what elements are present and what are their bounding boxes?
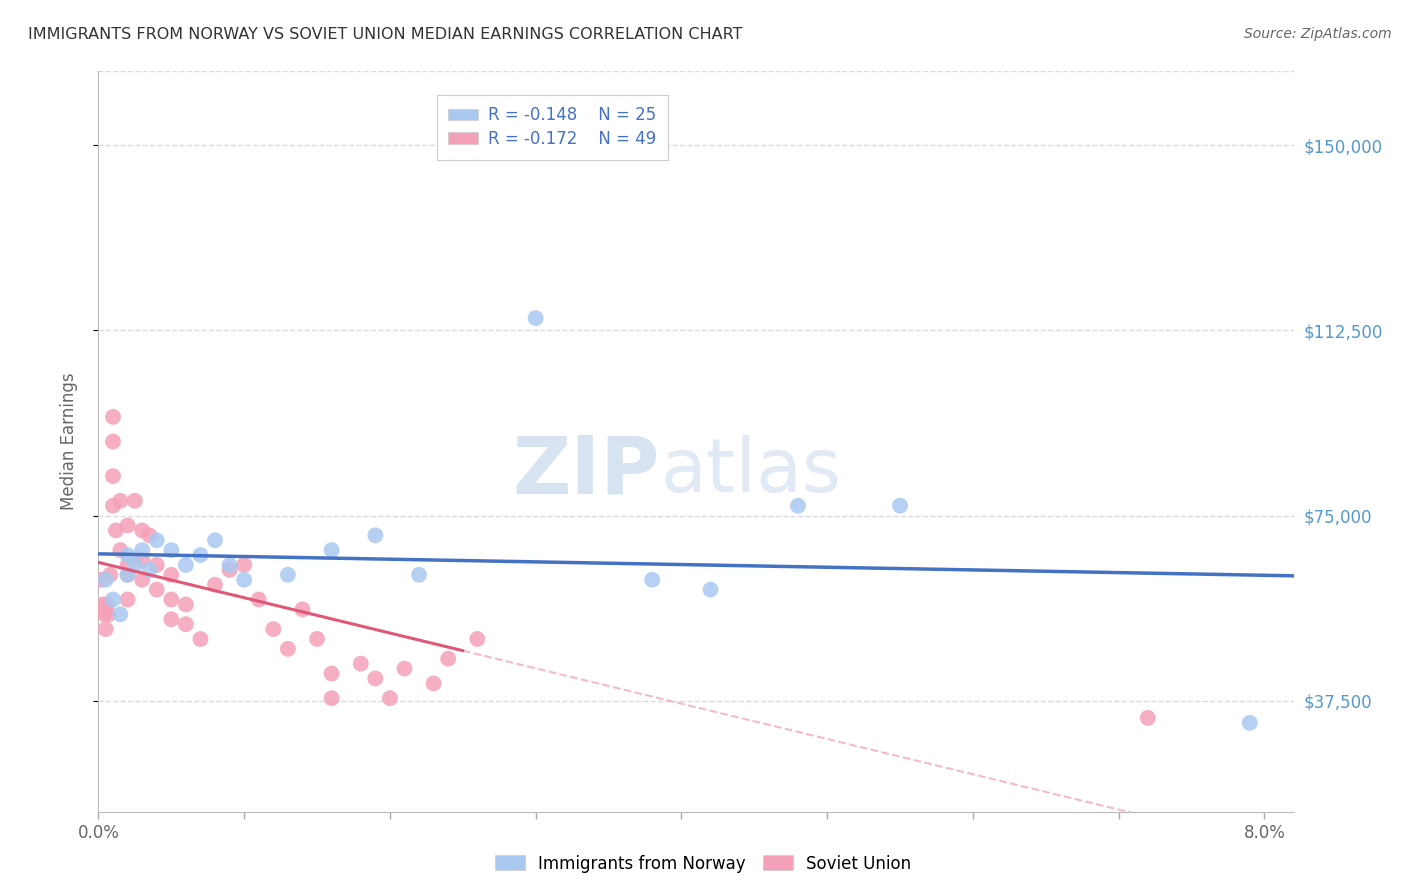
- Point: [91, 598, 114, 612]
- Point: [145, 582, 167, 597]
- Point: [305, 632, 328, 646]
- Point: [110, 543, 132, 558]
- Point: [787, 499, 810, 513]
- Point: [1239, 715, 1261, 730]
- Point: [160, 592, 183, 607]
- Point: [1136, 711, 1159, 725]
- Point: [101, 499, 124, 513]
- Point: [96, 598, 118, 612]
- Point: [204, 533, 226, 548]
- Point: [94, 622, 117, 636]
- Text: IMMIGRANTS FROM NORWAY VS SOVIET UNION MEDIAN EARNINGS CORRELATION CHART: IMMIGRANTS FROM NORWAY VS SOVIET UNION M…: [28, 27, 742, 42]
- Point: [90, 573, 112, 587]
- Point: [277, 641, 299, 656]
- Point: [138, 528, 160, 542]
- Point: [321, 543, 343, 558]
- Point: [160, 567, 183, 582]
- Point: [131, 553, 153, 567]
- Point: [218, 558, 240, 572]
- Point: [321, 691, 343, 706]
- Point: [467, 632, 489, 646]
- Point: [117, 567, 139, 582]
- Point: [124, 558, 146, 572]
- Point: [218, 563, 240, 577]
- Point: [97, 607, 120, 622]
- Y-axis label: Median Earnings: Median Earnings: [59, 373, 77, 510]
- Point: [124, 493, 146, 508]
- Text: atlas: atlas: [661, 434, 841, 508]
- Point: [117, 548, 139, 562]
- Point: [524, 311, 547, 326]
- Point: [101, 469, 124, 483]
- Point: [437, 651, 460, 665]
- Point: [364, 672, 387, 686]
- Point: [408, 567, 430, 582]
- Point: [291, 602, 314, 616]
- Point: [117, 567, 139, 582]
- Point: [233, 558, 256, 572]
- Point: [364, 528, 387, 542]
- Point: [131, 524, 153, 538]
- Point: [350, 657, 373, 671]
- Legend: Immigrants from Norway, Soviet Union: Immigrants from Norway, Soviet Union: [488, 848, 918, 880]
- Text: Source: ZipAtlas.com: Source: ZipAtlas.com: [1244, 27, 1392, 41]
- Point: [101, 409, 124, 424]
- Text: ZIP: ZIP: [513, 432, 661, 510]
- Point: [378, 691, 401, 706]
- Point: [131, 573, 153, 587]
- Point: [145, 558, 167, 572]
- Point: [117, 558, 139, 572]
- Point: [190, 548, 212, 562]
- Point: [117, 592, 139, 607]
- Point: [190, 632, 212, 646]
- Point: [94, 573, 117, 587]
- Point: [110, 607, 132, 622]
- Point: [174, 598, 197, 612]
- Point: [160, 612, 183, 626]
- Point: [101, 592, 124, 607]
- Point: [101, 434, 124, 449]
- Point: [145, 533, 167, 548]
- Point: [138, 563, 160, 577]
- Point: [233, 573, 256, 587]
- Point: [394, 662, 416, 676]
- Point: [699, 582, 721, 597]
- Point: [160, 543, 183, 558]
- Point: [131, 543, 153, 558]
- Point: [641, 573, 664, 587]
- Point: [174, 617, 197, 632]
- Point: [262, 622, 284, 636]
- Point: [247, 592, 270, 607]
- Legend: R = -0.148    N = 25, R = -0.172    N = 49: R = -0.148 N = 25, R = -0.172 N = 49: [437, 95, 668, 160]
- Point: [321, 666, 343, 681]
- Point: [98, 567, 121, 582]
- Point: [889, 499, 911, 513]
- Point: [277, 567, 299, 582]
- Point: [204, 577, 226, 591]
- Point: [117, 518, 139, 533]
- Point: [93, 607, 115, 622]
- Point: [110, 493, 132, 508]
- Point: [174, 558, 197, 572]
- Point: [104, 524, 127, 538]
- Point: [422, 676, 444, 690]
